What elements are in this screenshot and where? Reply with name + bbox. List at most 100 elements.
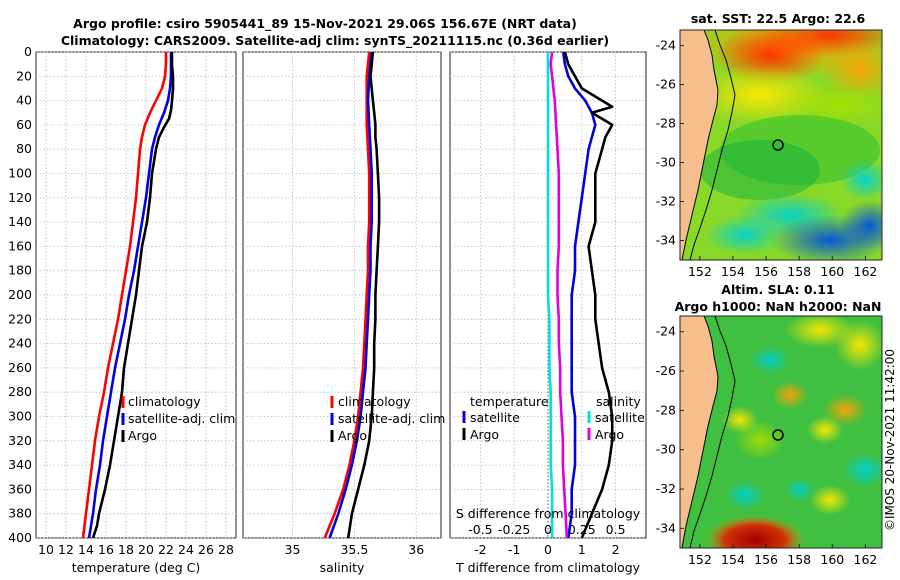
s-difference-tick-label: 0.25 bbox=[568, 522, 596, 537]
latitude-tick-label: -28 bbox=[656, 116, 676, 131]
depth-tick-label: 300 bbox=[8, 409, 32, 424]
latitude-tick-label: -34 bbox=[656, 520, 676, 535]
temperature-tick-label: 26 bbox=[198, 542, 214, 557]
figure-title-line1: Argo profile: csiro 5905441_89 15-Nov-20… bbox=[73, 16, 577, 32]
longitude-tick-label: 158 bbox=[787, 552, 811, 567]
temperature-tick-label: 22 bbox=[158, 542, 174, 557]
depth-tick-label: 80 bbox=[16, 141, 32, 156]
temperature-legend: climatology satellite-adj. clim Argo bbox=[121, 394, 235, 443]
depth-tick-label: 380 bbox=[8, 506, 32, 521]
sla-field bbox=[680, 316, 882, 548]
latitude-tick-label: -26 bbox=[656, 363, 676, 378]
legend-label-argo: Argo bbox=[338, 428, 367, 443]
series-line-satellite-adj-clim bbox=[328, 52, 374, 538]
t-difference-tick-label: -2 bbox=[474, 542, 486, 557]
latitude-tick-label: -24 bbox=[656, 38, 676, 53]
latitude-tick-label: -30 bbox=[656, 155, 676, 170]
series-line-t-argo bbox=[563, 52, 614, 538]
australia-landmass bbox=[680, 316, 718, 548]
depth-tick-label: 340 bbox=[8, 457, 32, 472]
salinity-tick-label: 35.5 bbox=[340, 542, 368, 557]
sst-map-tick-labels: 152 154 156 158 160 162 -24 -26 -28 -30 -32 -34 bbox=[656, 38, 878, 279]
depth-tick-label: 100 bbox=[8, 166, 32, 181]
legend-label-t-satellite: satellite bbox=[470, 410, 520, 425]
longitude-tick-label: 152 bbox=[688, 264, 712, 279]
legend-label-satellite: satellite-adj. clim bbox=[338, 411, 445, 426]
depth-tick-label: 280 bbox=[8, 384, 32, 399]
temperature-tick-label: 24 bbox=[178, 542, 194, 557]
coastline bbox=[681, 30, 719, 260]
depth-tick-label: 160 bbox=[8, 238, 32, 253]
bathymetry-contour bbox=[689, 316, 736, 548]
series-line-argo bbox=[346, 52, 381, 538]
salinity-tick-label: 35 bbox=[285, 542, 301, 557]
s-difference-tick-labels: -0.5 -0.25 0 0.25 0.5 bbox=[468, 522, 625, 537]
depth-tick-label: 320 bbox=[8, 433, 32, 448]
depth-tick-label: 0 bbox=[24, 44, 32, 59]
t-difference-tick-label: 1 bbox=[578, 542, 586, 557]
series-line-s-satellite bbox=[546, 52, 554, 538]
s-difference-axis-label: S difference from climatology bbox=[456, 506, 641, 521]
depth-tick-label: 180 bbox=[8, 263, 32, 278]
latitude-tick-label: -32 bbox=[656, 481, 676, 496]
coastline bbox=[681, 316, 719, 548]
difference-legend: temperature satellite Argo salinity sate… bbox=[462, 394, 645, 442]
depth-tick-labels: 0 20 40 60 80 100 120 140 160 180 200 220 240 260 280 3… bbox=[8, 44, 32, 545]
temperature-axis-label: temperature (deg C) bbox=[72, 560, 201, 575]
t-difference-axis-label: T difference from climatology bbox=[455, 560, 641, 575]
depth-tick-label: 220 bbox=[8, 311, 32, 326]
series-line-climatology bbox=[81, 52, 168, 538]
series-line-argo bbox=[91, 52, 175, 538]
sst-map: sat. SST: 22.5 Argo: 22.6 1 bbox=[656, 11, 883, 279]
depth-tick-label: 40 bbox=[16, 93, 32, 108]
sla-map-title-line1: Altim. SLA: 0.11 bbox=[721, 282, 834, 297]
salinity-panel: 35 35.5 36 climatology satellite-adj. clim… bbox=[242, 51, 445, 575]
australia-landmass bbox=[680, 30, 718, 260]
profile-location-marker bbox=[772, 139, 784, 151]
longitude-tick-label: 156 bbox=[754, 552, 778, 567]
temperature-profiles bbox=[81, 52, 175, 538]
legend-title-temperature: temperature bbox=[470, 394, 549, 409]
temperature-tick-label: 28 bbox=[218, 542, 234, 557]
t-difference-tick-label: 0 bbox=[544, 542, 552, 557]
difference-panel: -2 -1 0 1 2 -0.5 -0.25 0 0.25 0.5 S difference f… bbox=[449, 51, 647, 575]
temperature-tick-label: 14 bbox=[78, 542, 94, 557]
longitude-tick-label: 154 bbox=[721, 264, 745, 279]
s-difference-tick-label: -0.25 bbox=[498, 522, 530, 537]
longitude-tick-label: 160 bbox=[820, 552, 844, 567]
difference-profiles bbox=[546, 52, 614, 538]
depth-tick-label: 60 bbox=[16, 117, 32, 132]
legend-title-salinity: salinity bbox=[596, 394, 641, 409]
temperature-tick-label: 12 bbox=[58, 542, 74, 557]
temperature-grid bbox=[36, 51, 236, 539]
salinity-tick-labels: 35 35.5 36 bbox=[285, 542, 425, 557]
legend-label-t-argo: Argo bbox=[470, 427, 499, 442]
imos-timestamp: ©IMOS 20-Nov-2021 11:42:00 bbox=[883, 349, 897, 531]
depth-tick-label: 400 bbox=[8, 530, 32, 545]
figure-title-line2: Climatology: CARS2009. Satellite-adj cli… bbox=[61, 33, 609, 49]
sla-map: Altim. SLA: 0.11 Argo h1000: NaN h2000: … bbox=[656, 282, 883, 567]
latitude-tick-label: -26 bbox=[656, 77, 676, 92]
latitude-tick-label: -24 bbox=[656, 324, 676, 339]
longitude-tick-label: 162 bbox=[854, 264, 878, 279]
t-difference-tick-label: 2 bbox=[612, 542, 620, 557]
longitude-tick-label: 152 bbox=[688, 552, 712, 567]
sla-map-title-line2: Argo h1000: NaN h2000: NaN bbox=[675, 299, 882, 314]
legend-label-climatology: climatology bbox=[128, 394, 201, 409]
legend-label-climatology: climatology bbox=[338, 394, 411, 409]
t-difference-tick-label: -1 bbox=[508, 542, 520, 557]
longitude-tick-label: 154 bbox=[721, 552, 745, 567]
longitude-tick-label: 160 bbox=[820, 264, 844, 279]
depth-tick-label: 20 bbox=[16, 68, 32, 83]
series-line-s-argo bbox=[549, 52, 569, 538]
profile-location-marker bbox=[772, 429, 784, 441]
bathymetry-contour bbox=[689, 30, 736, 260]
salinity-profiles bbox=[323, 52, 381, 538]
depth-tick-label: 120 bbox=[8, 190, 32, 205]
depth-tick-label: 140 bbox=[8, 214, 32, 229]
legend-label-s-satellite: satellite bbox=[595, 410, 645, 425]
series-line-satellite-adj-clim bbox=[87, 52, 173, 538]
latitude-tick-label: -32 bbox=[656, 194, 676, 209]
temperature-tick-label: 20 bbox=[138, 542, 154, 557]
